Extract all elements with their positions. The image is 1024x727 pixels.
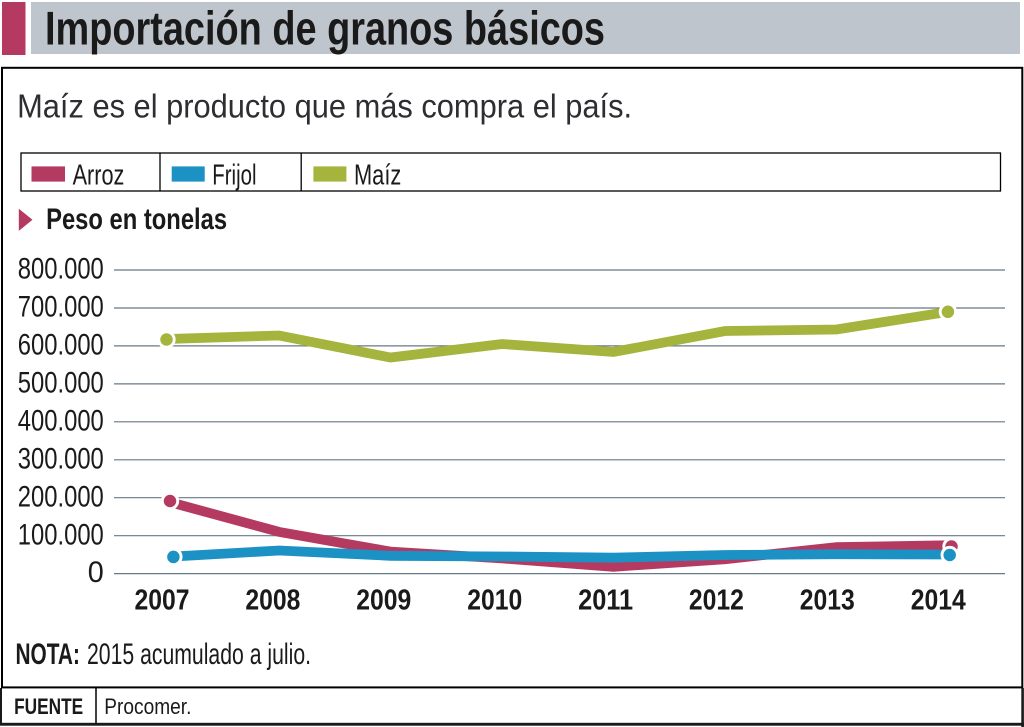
svg-text:Maíz es el producto que más co: Maíz es el producto que más compra el pa… — [17, 88, 632, 125]
svg-text:700.000: 700.000 — [18, 291, 104, 324]
svg-text:600.000: 600.000 — [18, 329, 104, 362]
svg-text:2014: 2014 — [911, 584, 966, 616]
svg-text:Procomer.: Procomer. — [104, 694, 191, 719]
svg-text:300.000: 300.000 — [18, 442, 104, 475]
svg-text:Peso en tonelas: Peso en tonelas — [46, 203, 227, 236]
svg-text:FUENTE: FUENTE — [14, 694, 83, 719]
svg-text:200.000: 200.000 — [18, 480, 104, 513]
svg-text:0: 0 — [88, 556, 104, 589]
svg-text:800.000: 800.000 — [18, 253, 104, 286]
svg-text:Frijol: Frijol — [212, 160, 256, 192]
svg-text:2013: 2013 — [800, 584, 855, 616]
svg-text:2007: 2007 — [135, 584, 190, 616]
svg-text:2015 acumulado a julio.: 2015 acumulado a julio. — [87, 638, 311, 671]
svg-text:2010: 2010 — [467, 584, 522, 616]
svg-text:NOTA:: NOTA: — [16, 638, 80, 671]
svg-text:400.000: 400.000 — [18, 404, 104, 437]
svg-text:100.000: 100.000 — [18, 518, 104, 551]
svg-text:Arroz: Arroz — [73, 160, 125, 192]
svg-text:Importación de granos básicos: Importación de granos básicos — [45, 2, 605, 55]
svg-text:2008: 2008 — [245, 584, 300, 616]
svg-text:2011: 2011 — [578, 584, 633, 616]
svg-text:Maíz: Maíz — [354, 160, 401, 192]
svg-text:500.000: 500.000 — [18, 367, 104, 400]
svg-text:2012: 2012 — [689, 584, 744, 616]
svg-text:2009: 2009 — [356, 584, 411, 616]
